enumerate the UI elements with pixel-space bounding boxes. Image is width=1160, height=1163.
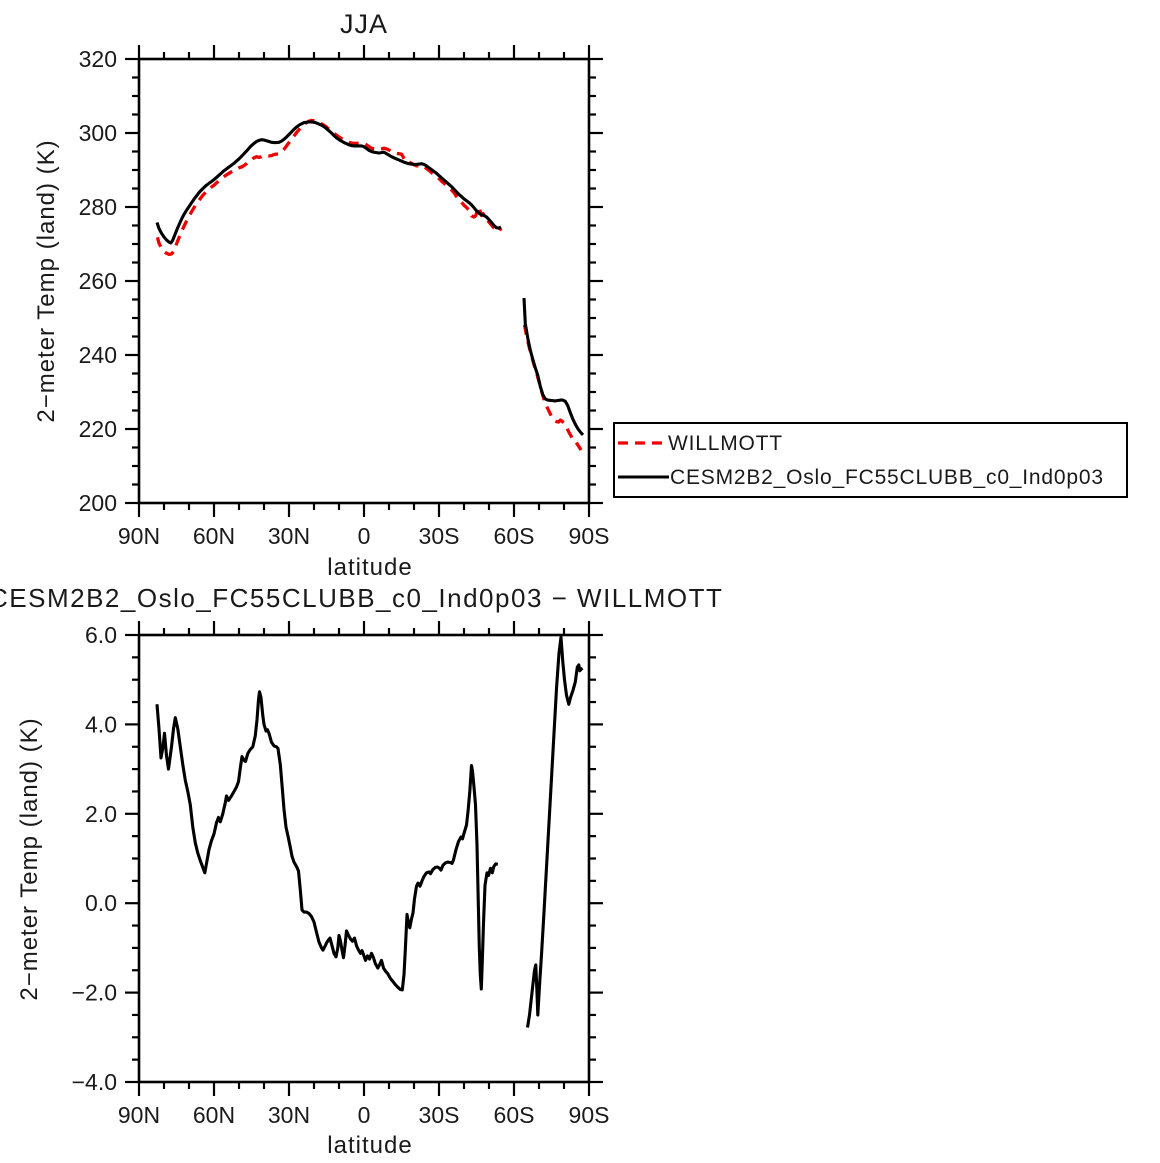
x-tick-label: 60N	[193, 1102, 235, 1128]
x-tick-label: 60S	[494, 1102, 535, 1128]
diff-y-axis-label: 2−meter Temp (land) (K)	[16, 717, 43, 1000]
x-tick-label: 90N	[118, 1102, 160, 1128]
y-tick-label: −2.0	[72, 980, 117, 1006]
series-line-willmott	[155, 118, 503, 257]
x-tick-label: 90S	[569, 523, 610, 549]
x-tick-label: 0	[358, 523, 371, 549]
series-line-cesm2b2-oslo-fc55clubb-c0-ind0p03	[522, 297, 585, 436]
series-line-cesm2b2-oslo-fc55clubb-c0-ind0p03	[155, 120, 502, 245]
temp-y-axis-label: 2−meter Temp (land) (K)	[33, 139, 60, 422]
temp-x-axis-label: latitude	[327, 554, 412, 581]
series-line-cesm2b2-oslo-fc55clubb-c0-ind0p03-willmott	[155, 690, 499, 992]
y-tick-label: 260	[79, 268, 117, 294]
temp-chart: JJA latitude 2−meter Temp (land) (K) 90N…	[33, 9, 609, 581]
x-tick-label: 30S	[419, 1102, 460, 1128]
y-tick-label: −4.0	[72, 1069, 117, 1095]
x-tick-label: 90N	[118, 523, 160, 549]
series-line-cesm2b2-oslo-fc55clubb-c0-ind0p03-willmott	[525, 635, 584, 1028]
legend: WILLMOTT CESM2B2_Oslo_FC55CLUBB_c0_Ind0p…	[613, 422, 1128, 498]
x-tick-label: 90S	[569, 1102, 610, 1128]
legend-model-label: CESM2B2_Oslo_FC55CLUBB_c0_Ind0p03	[670, 466, 1104, 489]
diff-chart-title: CESM2B2_Oslo_FC55CLUBB_c0_Ind0p03 − WILL…	[0, 583, 723, 613]
y-tick-label: 4.0	[85, 711, 117, 737]
diff-plot-area: 90N 60N 30N 0 30S 60S 90S −4.0 −2.0 0.0 2.0 4.0 6.0	[72, 621, 610, 1128]
y-tick-label: 280	[79, 194, 117, 220]
x-tick-label: 30N	[268, 523, 310, 549]
diff-x-axis-label: latitude	[327, 1132, 412, 1159]
y-tick-label: 300	[79, 120, 117, 146]
legend-willmott-label: WILLMOTT	[668, 432, 783, 455]
axis-frame	[137, 57, 591, 505]
y-tick-label: 2.0	[85, 801, 117, 827]
y-tick-label: 240	[79, 342, 117, 368]
y-tick-label: 220	[79, 416, 117, 442]
x-tick-label: 60N	[193, 523, 235, 549]
x-tick-label: 0	[358, 1102, 371, 1128]
temp-chart-title: JJA	[340, 9, 388, 39]
temp-plot-area: 90N 60N 30N 0 30S 60S 90S 200 220 240 260 280 300 320	[79, 45, 610, 549]
y-tick-label: 320	[79, 46, 117, 72]
y-tick-label: 0.0	[85, 890, 117, 916]
diff-chart: CESM2B2_Oslo_FC55CLUBB_c0_Ind0p03 − WILL…	[0, 583, 723, 1159]
y-tick-label: 6.0	[85, 622, 117, 648]
series-line-willmott	[522, 324, 583, 451]
x-tick-label: 30N	[268, 1102, 310, 1128]
legend-box	[613, 422, 1128, 498]
x-tick-label: 60S	[494, 523, 535, 549]
x-tick-label: 30S	[419, 523, 460, 549]
y-tick-label: 200	[79, 490, 117, 516]
